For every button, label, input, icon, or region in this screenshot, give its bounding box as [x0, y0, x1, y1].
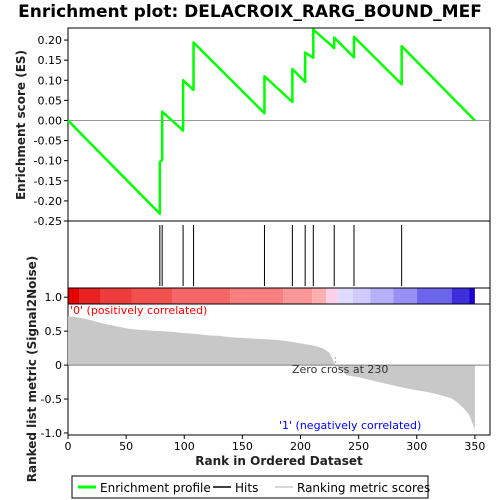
xtick-label: 100: [174, 440, 195, 453]
enrichment-profile: [67, 28, 476, 216]
ranking-color-bar: [67, 287, 491, 305]
es-ylabel: Enrichment score (ES): [14, 50, 28, 200]
xtick-label: 200: [290, 440, 311, 453]
es-axis: 0.20 0.15 0.10 0.05 0.00 -0.05 -0.10 -0.15 -0.20…: [34, 34, 68, 228]
es-ytick-label: 0.00: [38, 114, 63, 127]
x-axis: 0 50 100 150 200 250 300 350: [65, 435, 485, 453]
color-bar-segment: [370, 288, 394, 304]
ranked-ytick-label: 0: [55, 359, 62, 372]
legend: Enrichment profile Hits Ranking metric s…: [71, 475, 430, 499]
color-bar-segment: [230, 288, 284, 304]
es-ytick-label: -0.15: [34, 175, 62, 188]
es-ytick-label: 0.10: [38, 74, 63, 87]
xtick-label: 350: [464, 440, 485, 453]
ranked-ytick-label: -0.5: [41, 393, 62, 406]
es-ytick-label: -0.10: [34, 155, 62, 168]
xtick-label: 0: [65, 440, 72, 453]
xtick-label: 50: [119, 440, 133, 453]
legend-frame: [71, 475, 429, 499]
color-bar-segment: [352, 288, 371, 304]
xtick-label: 250: [348, 440, 369, 453]
ranking-metric-fill: [68, 316, 475, 430]
color-bar-segment: [283, 288, 313, 304]
color-bar-segment: [416, 288, 452, 304]
ranked-panel-frame: [67, 303, 491, 436]
color-bar-segment: [172, 288, 231, 304]
hits-panel-frame: [67, 220, 491, 289]
color-bar-segment: [79, 288, 101, 304]
xtick-label: 150: [232, 440, 253, 453]
enrichment-profile-line: [67, 28, 476, 216]
color-bar-segment: [68, 288, 80, 304]
color-bar-segment: [312, 288, 327, 304]
ranked-ytick-label: 0.5: [45, 325, 63, 338]
es-ytick-label: -0.20: [34, 195, 62, 208]
ranked-ylabel: Ranked list metric (Signal2Noise): [25, 256, 39, 483]
ranking-metric-area: [68, 316, 490, 430]
color-bar-segment: [100, 288, 132, 304]
es-ytick-label: 0.20: [38, 34, 63, 47]
legend-ranking-label: Ranking metric scores: [297, 481, 430, 495]
es-ytick-label: -0.05: [34, 135, 62, 148]
zero-cross-label: Zero cross at 230: [292, 363, 388, 376]
es-ytick-label: 0.05: [38, 94, 63, 107]
color-bar-segment: [326, 288, 338, 304]
color-bar-segment: [131, 288, 173, 304]
es-ytick-label: 0.15: [38, 54, 63, 67]
ranked-ytick-label: -1.0: [41, 427, 62, 440]
color-bar-segment: [337, 288, 353, 304]
ranked-ytick-label: 1.0: [45, 291, 63, 304]
es-panel-frame: [67, 27, 491, 222]
hits-marks: [159, 225, 403, 286]
ranked-axis: 1.0 0.5 0 -0.5 -1.0: [41, 291, 68, 440]
color-bar-segment: [469, 288, 475, 304]
color-bar-segment: [393, 288, 417, 304]
legend-profile-label: Enrichment profile: [100, 481, 211, 495]
color-bar-segment: [451, 288, 470, 304]
negative-label: '1' (negatively correlated): [279, 419, 421, 432]
xlabel: Rank in Ordered Dataset: [195, 454, 363, 468]
xtick-label: 300: [406, 440, 427, 453]
legend-hits-label: Hits: [235, 481, 258, 495]
chart-title: Enrichment plot: DELACROIX_RARG_BOUND_ME…: [18, 2, 482, 22]
positive-label: '0' (positively correlated): [70, 304, 207, 317]
es-ytick-label: -0.25: [34, 215, 62, 228]
